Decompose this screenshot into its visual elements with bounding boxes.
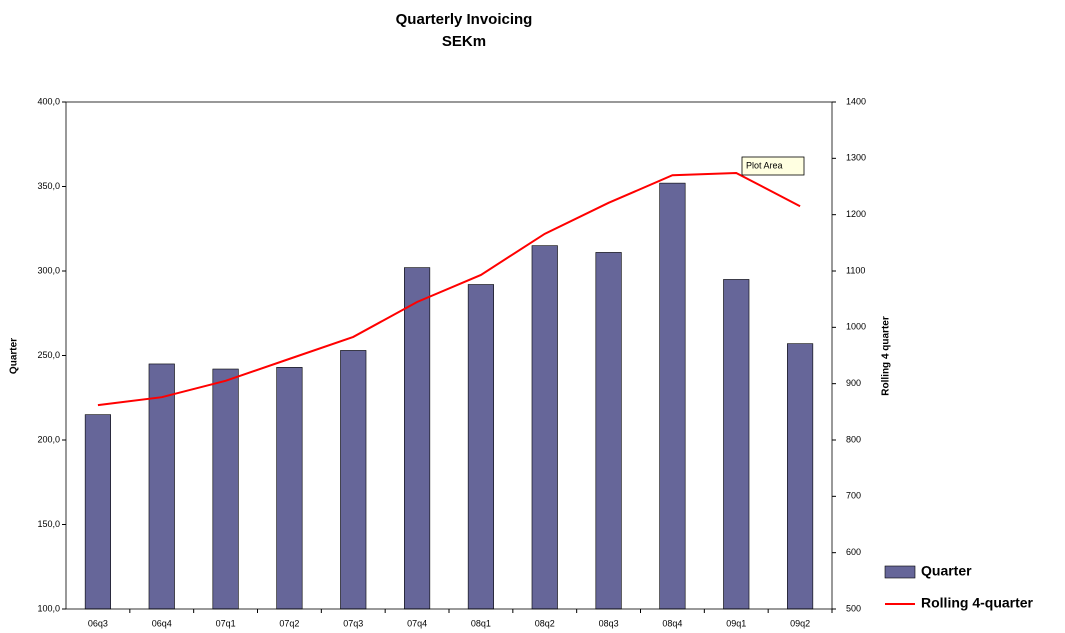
y-axis-label: Quarter [9, 338, 20, 374]
y-tick-label: 250,0 [37, 350, 60, 360]
x-tick-label: 08q1 [471, 618, 491, 628]
y2-tick-label: 700 [846, 491, 861, 501]
x-tick-label: 06q3 [88, 618, 108, 628]
y2-tick-label: 1200 [846, 209, 866, 219]
line [97, 171, 801, 407]
y2-tick-label: 1400 [846, 96, 866, 106]
bar [148, 363, 175, 610]
bar [212, 368, 239, 610]
bar [531, 245, 558, 610]
bar [787, 343, 814, 610]
y2-tick-label: 600 [846, 547, 861, 557]
y-tick-label: 300,0 [37, 265, 60, 275]
plot-frame [65, 101, 833, 610]
x-tick-label: 09q1 [726, 618, 746, 628]
y2-tick-label: 1300 [846, 153, 866, 163]
x-tick-label: 07q3 [343, 618, 363, 628]
y-tick-label: 200,0 [37, 434, 60, 444]
bar [659, 182, 686, 610]
legend-swatch [884, 565, 916, 579]
bar [404, 267, 431, 610]
annotation: Plot Area [746, 160, 783, 170]
legend-label: Rolling 4-quarter [921, 595, 1034, 611]
y-tick-label: 400,0 [37, 96, 60, 106]
x-tick-label: 08q4 [662, 618, 682, 628]
x-tick-label: 08q3 [599, 618, 619, 628]
bar [595, 252, 622, 610]
chart-title: Quarterly Invoicing [396, 11, 533, 28]
y2-tick-label: 800 [846, 434, 861, 444]
x-tick-label: 09q2 [790, 618, 810, 628]
x-tick-label: 07q4 [407, 618, 427, 628]
y2-axis-label: Rolling 4 quarter [881, 316, 892, 396]
y2-tick-label: 1100 [846, 265, 865, 275]
x-tick-label: 08q2 [535, 618, 555, 628]
x-tick-label: 06q4 [152, 618, 172, 628]
y2-tick-label: 500 [846, 603, 861, 613]
bar [467, 284, 494, 610]
chart-subtitle: SEKm [442, 33, 486, 50]
bar [340, 350, 367, 610]
y-tick-label: 100,0 [37, 603, 60, 613]
y2-tick-label: 1000 [846, 322, 866, 332]
annotation-box [741, 156, 805, 176]
legend-label: Quarter [921, 563, 972, 579]
bar [723, 279, 750, 610]
bar [276, 367, 303, 610]
y-tick-label: 350,0 [37, 181, 60, 191]
x-tick-label: 07q1 [216, 618, 236, 628]
y-tick-label: 150,0 [37, 519, 60, 529]
x-tick-label: 07q2 [279, 618, 299, 628]
y2-tick-label: 900 [846, 378, 861, 388]
bar [84, 414, 111, 610]
